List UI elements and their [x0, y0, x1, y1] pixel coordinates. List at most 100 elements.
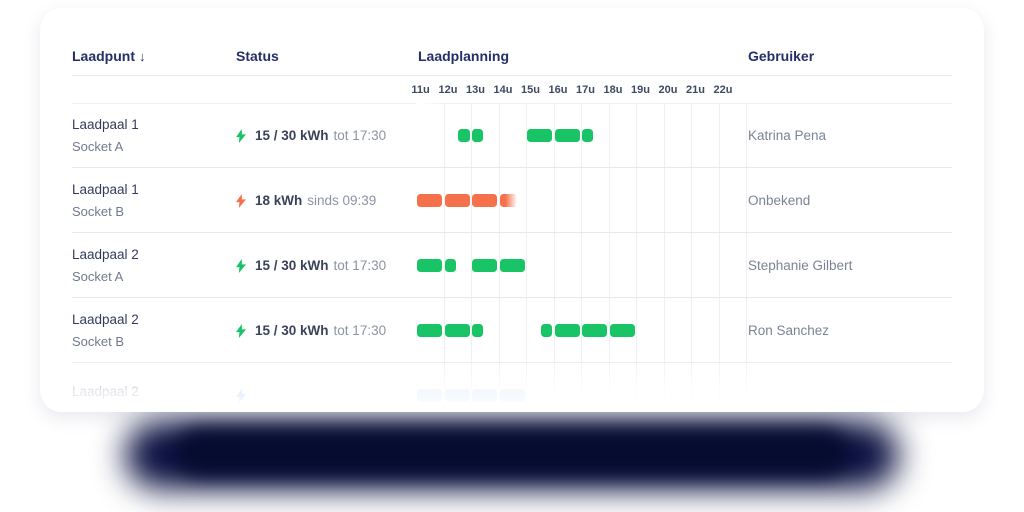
laadpunt-header-label: Laadpunt — [72, 48, 135, 64]
laadpunt-cell: Laadpaal 1 Socket B — [72, 168, 139, 233]
gridline — [746, 103, 747, 412]
laadpaal-name: Laadpaal 2 — [72, 312, 139, 327]
gridline — [663, 103, 665, 412]
laadpaal-name: Laadpaal 1 — [72, 117, 139, 132]
gantt-bar-segment[interactable] — [444, 259, 456, 272]
gantt-bar-segment[interactable] — [554, 129, 580, 142]
gantt-bar-segment[interactable] — [499, 259, 525, 272]
gantt-row — [416, 233, 748, 298]
charging-table-card: Laadpunt ↓ Status Laadplanning Gebruiker … — [40, 8, 984, 412]
socket-label: Socket A — [72, 139, 124, 154]
gridline — [581, 103, 582, 412]
status-energy: 15 / 30 kWh — [255, 128, 329, 143]
gantt-bar-segment[interactable] — [444, 324, 470, 337]
table-row[interactable]: Laadpaal 2 — [40, 363, 984, 412]
grid-top-divider — [72, 103, 952, 104]
row-divider — [72, 232, 952, 233]
status-cell: 15 / 30 kWh tot 17:30 — [236, 233, 386, 298]
bolt-icon — [236, 128, 246, 143]
gantt-bar-segment[interactable] — [472, 129, 484, 142]
status-energy: 15 / 30 kWh — [255, 258, 329, 273]
status-energy: 18 kWh — [255, 193, 303, 208]
axis-tick-label: 22u — [713, 84, 733, 96]
gantt-bar-segment[interactable] — [444, 194, 470, 207]
status-time: sinds 09:39 — [307, 193, 377, 208]
status-energy: 15 / 30 kWh — [255, 323, 329, 338]
gantt-bar-segment[interactable] — [417, 324, 442, 337]
gridline — [471, 103, 472, 412]
bolt-icon — [236, 323, 246, 338]
gantt-bar-segment[interactable] — [540, 324, 552, 337]
laadpaal-name: Laadpaal 2 — [72, 247, 139, 262]
status-header-label: Status — [236, 48, 279, 64]
header-divider — [72, 75, 952, 76]
status-cell — [236, 363, 260, 412]
gantt-bar-segment[interactable] — [472, 194, 497, 207]
axis-tick-label: 17u — [576, 84, 595, 96]
user-name: Ron Sanchez — [748, 323, 830, 338]
gridline — [691, 103, 692, 412]
table-row[interactable]: Laadpaal 1 Socket A 15 / 30 kWh tot 17:3… — [40, 103, 984, 168]
gebruiker-header-label: Gebruiker — [748, 48, 815, 64]
status-time: tot 17:30 — [333, 323, 387, 338]
gantt-bar-segment[interactable] — [499, 389, 525, 402]
laadplanning-header-label: Laadplanning — [418, 48, 509, 64]
column-header-laadpunt[interactable]: Laadpunt ↓ — [72, 48, 146, 65]
gridline — [718, 103, 720, 412]
sort-descending-icon: ↓ — [139, 49, 146, 64]
axis-tick-label: 16u — [548, 84, 568, 96]
gantt-row — [416, 363, 748, 412]
column-header-gebruiker[interactable]: Gebruiker — [748, 48, 814, 64]
axis-tick-label: 18u — [603, 84, 623, 96]
laadpunt-cell: Laadpaal 2 — [72, 363, 139, 412]
axis-tick-label: 20u — [658, 84, 678, 96]
axis-tick-label: 19u — [631, 84, 650, 96]
socket-label: Socket A — [72, 269, 124, 284]
axis-tick-label: 21u — [686, 84, 705, 96]
gantt-bar-segment[interactable] — [527, 129, 552, 142]
table-row[interactable]: Laadpaal 1 Socket B 18 kWh sinds 09:39 O… — [40, 168, 984, 233]
gantt-bar-segment[interactable] — [458, 129, 470, 142]
time-axis: 11u 12u 13u 14u 15u 16u 17u 18u 19u 20u 21u 22u — [411, 84, 748, 98]
gantt-bar-segment[interactable] — [499, 194, 518, 207]
laadpaal-name: Laadpaal 2 — [72, 383, 139, 399]
axis-tick-label: 14u — [493, 84, 513, 96]
gantt-bar-segment[interactable] — [472, 259, 497, 272]
gridline — [443, 103, 445, 412]
gantt-bar-segment[interactable] — [609, 324, 635, 337]
status-cell: 15 / 30 kWh tot 17:30 — [236, 103, 386, 168]
gantt-bar-segment[interactable] — [417, 259, 442, 272]
gridline — [636, 103, 637, 412]
gantt-bar-segment[interactable] — [417, 194, 442, 207]
axis-tick-label: 13u — [466, 84, 485, 96]
row-divider — [72, 167, 952, 168]
laadpunt-cell: Laadpaal 2 Socket B — [72, 298, 139, 363]
status-cell: 15 / 30 kWh tot 17:30 — [236, 298, 386, 363]
status-time: tot 17:30 — [333, 128, 387, 143]
gantt-bar-segment[interactable] — [444, 389, 470, 402]
gantt-bar-segment[interactable] — [582, 324, 607, 337]
axis-tick-label: 12u — [438, 84, 458, 96]
gridline — [553, 103, 555, 412]
table-row[interactable]: Laadpaal 2 Socket A 15 / 30 kWh tot 17:3… — [40, 233, 984, 298]
row-divider — [72, 297, 952, 298]
table-row[interactable]: Laadpaal 2 Socket B 15 / 30 kWh tot 17:3… — [40, 298, 984, 363]
gridline — [608, 103, 610, 412]
gantt-bar-segment[interactable] — [582, 129, 594, 142]
bolt-icon — [236, 258, 246, 273]
user-name: Onbekend — [748, 193, 811, 208]
column-header-laadplanning[interactable]: Laadplanning — [418, 48, 509, 64]
column-header-status[interactable]: Status — [236, 48, 279, 64]
gantt-bar-segment[interactable] — [472, 324, 484, 337]
user-name: Katrina Pena — [748, 128, 827, 143]
gantt-bar-segment[interactable] — [554, 324, 580, 337]
gantt-bar-segment[interactable] — [417, 389, 442, 402]
laadpunt-cell: Laadpaal 2 Socket A — [72, 233, 139, 298]
laadpunt-cell: Laadpaal 1 Socket A — [72, 103, 139, 168]
gridline — [498, 103, 500, 412]
laadpaal-name: Laadpaal 1 — [72, 182, 139, 197]
gantt-bar-segment[interactable] — [472, 389, 497, 402]
bolt-icon — [236, 193, 246, 208]
axis-tick-label: 11u — [411, 84, 430, 96]
